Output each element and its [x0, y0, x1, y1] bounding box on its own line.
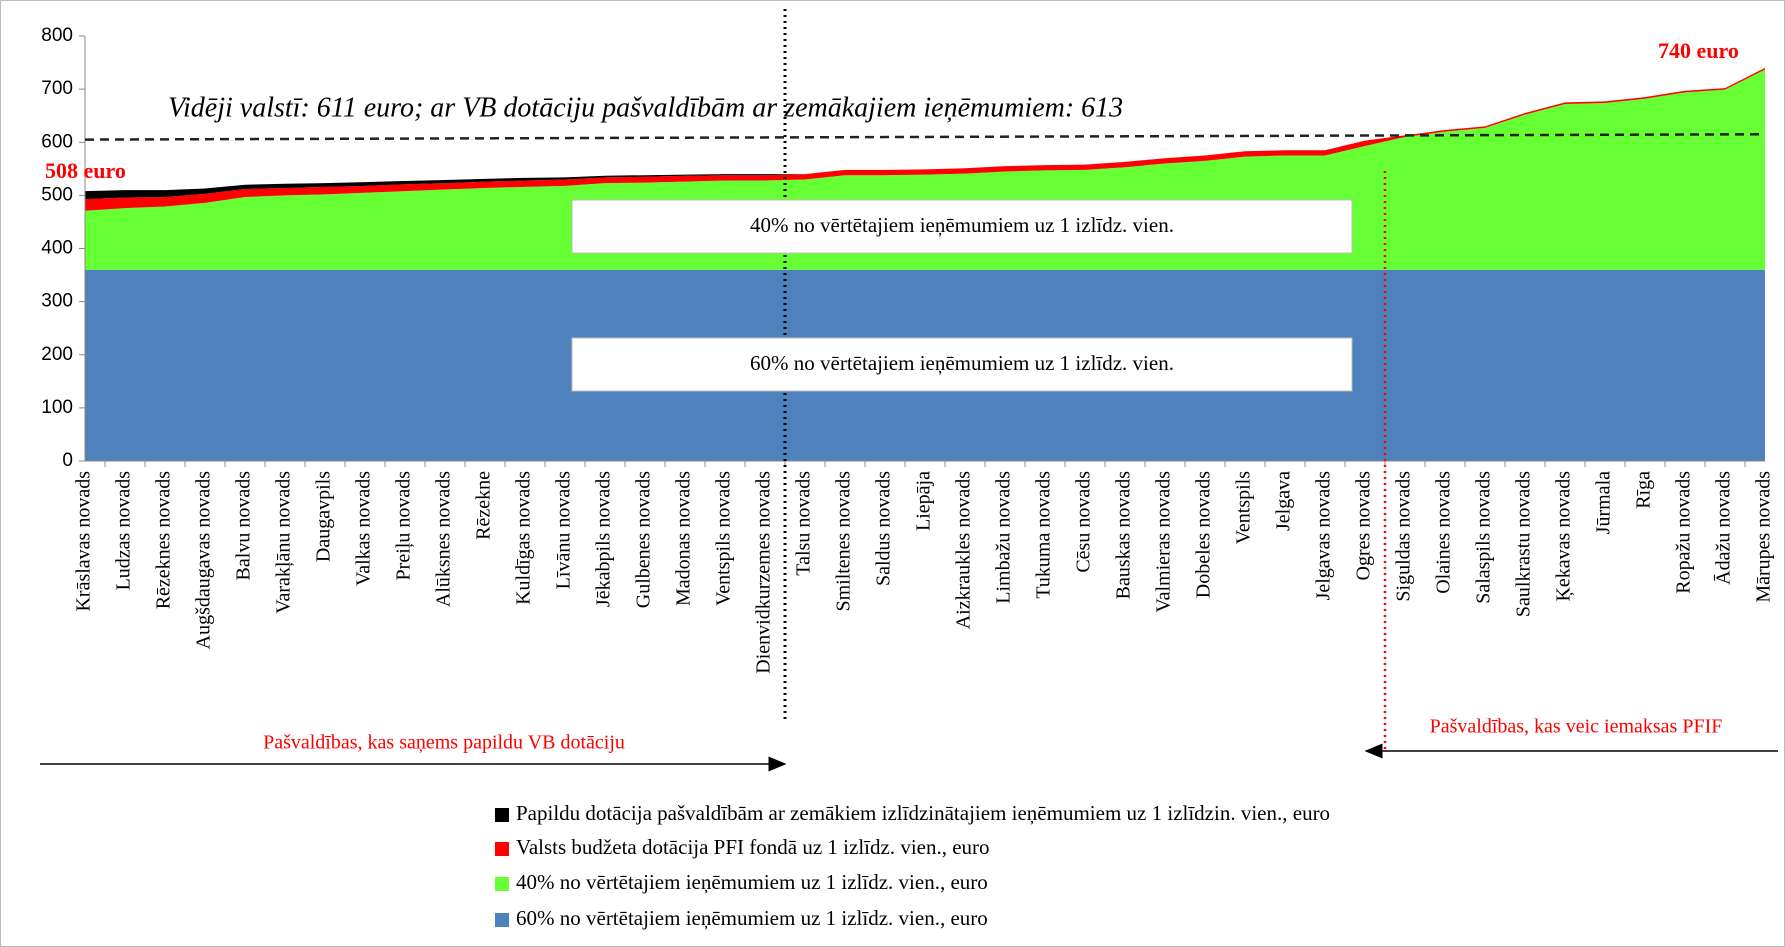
x-tick-label: Augšdaugavas novads — [193, 471, 215, 650]
legend-label: 40% no vērtētajiem ieņēmumiem uz 1 izlīd… — [516, 870, 988, 894]
x-tick-label: Ķekavas novads — [1553, 471, 1575, 602]
x-tick-label: Ropažu novads — [1673, 471, 1695, 594]
y-tick-label: 100 — [41, 397, 73, 418]
x-tick-label: Ogres novads — [1353, 471, 1375, 581]
average-line — [84, 133, 1766, 141]
x-tick-label: Jelgava — [1273, 471, 1295, 531]
x-tick-label: Dienvidkurzemes novads — [753, 471, 775, 674]
x-tick-label: Varakļānu novads — [273, 471, 295, 614]
x-tick-label: Alūksnes novads — [433, 471, 455, 607]
x-tick-label: Valmieras novads — [1153, 471, 1175, 613]
x-tick-label: Jēkabpils novads — [593, 471, 615, 607]
x-tick-label: Kuldīgas novads — [513, 471, 535, 605]
x-tick-label: Limbažu novads — [993, 471, 1015, 604]
x-tick-label: Daugavpils — [313, 471, 335, 562]
area — [85, 67, 1765, 200]
x-tick-label: Valkas novads — [353, 471, 375, 586]
legend-label: Papildu dotācija pašvaldībām ar zemākiem… — [516, 801, 1330, 825]
x-tick-label: Cēsu novads — [1073, 471, 1095, 573]
x-tick-label: Aizkraukles novads — [953, 471, 975, 630]
x-tick-label: Rīga — [1633, 471, 1655, 509]
y-tick-label: 600 — [41, 131, 73, 152]
x-tick-label: Gulbenes novads — [633, 471, 655, 608]
chart-title: Vidēji valstī: 611 euro; ar VB dotāciju … — [168, 92, 1123, 123]
legend-swatch — [495, 842, 509, 856]
y-tick-label: 700 — [41, 78, 73, 99]
annotation: 40% no vērtētajiem ieņēmumiem uz 1 izlīd… — [750, 213, 1174, 237]
y-tick-label: 800 — [41, 25, 73, 46]
x-tick-label: Smiltenes novads — [833, 471, 855, 612]
annotation: Pašvaldības, kas veic iemaksas PFIF — [1430, 716, 1723, 738]
x-tick-label: Ventspils — [1233, 471, 1255, 545]
x-tick-label: Madonas novads — [673, 471, 695, 606]
x-tick-label: Talsu novads — [793, 471, 815, 576]
x-tick-label: Liepāja — [913, 471, 935, 531]
x-tick-label: Jūrmala — [1593, 471, 1615, 534]
x-tick-label: Salaspils novads — [1473, 471, 1495, 604]
legend-label: Valsts budžeta dotācija PFI fondā uz 1 i… — [516, 835, 990, 859]
x-tick-label: Jelgavas novads — [1313, 471, 1335, 601]
area — [85, 67, 1765, 211]
annotation-box — [571, 199, 1353, 254]
y-tick-label: 200 — [41, 344, 73, 365]
x-tick-label: Olaines novads — [1433, 471, 1455, 594]
y-tick-label: 400 — [41, 238, 73, 259]
annotation: 60% no vērtētajiem ieņēmumiem uz 1 izlīd… — [750, 351, 1174, 375]
x-tick-label: Krāslavas novads — [73, 471, 95, 612]
annotation: Pašvaldības, kas saņems papildu VB dotāc… — [263, 732, 625, 754]
x-tick-label: Saldus novads — [873, 471, 895, 586]
x-tick-label: Preiļu novads — [393, 471, 415, 581]
x-tick-label: Rēzekne — [473, 471, 495, 540]
y-tick-label: 300 — [41, 291, 73, 312]
x-tick-label: Dobeles novads — [1193, 471, 1215, 598]
y-tick-label: 500 — [41, 184, 73, 205]
x-tick-label: Balvu novads — [233, 471, 255, 581]
x-tick-label: Mārupes novads — [1753, 471, 1775, 603]
legend-swatch — [495, 913, 509, 927]
x-tick-label: Saulkrastu novads — [1513, 471, 1535, 617]
annotation: 740 euro — [1658, 38, 1739, 63]
x-tick-label: Bauskas novads — [1113, 471, 1135, 600]
x-tick-label: Siguldas novads — [1393, 471, 1415, 602]
x-tick-label: Līvānu novads — [553, 471, 575, 590]
legend-swatch — [495, 808, 509, 822]
x-tick-label: Tukuma novads — [1033, 471, 1055, 599]
x-tick-label: Ādažu novads — [1713, 471, 1735, 585]
annotation: 508 euro — [45, 158, 126, 183]
legend-swatch — [495, 877, 509, 891]
legend-label: 60% no vērtētajiem ieņēmumiem uz 1 izlīd… — [516, 906, 988, 930]
x-tick-label: Rēzeknes novads — [153, 471, 175, 610]
x-tick-label: Ludzas novads — [113, 471, 135, 591]
x-tick-label: Ventspils novads — [713, 471, 735, 606]
annotation-box — [571, 337, 1353, 392]
y-tick-label: 0 — [62, 450, 73, 471]
